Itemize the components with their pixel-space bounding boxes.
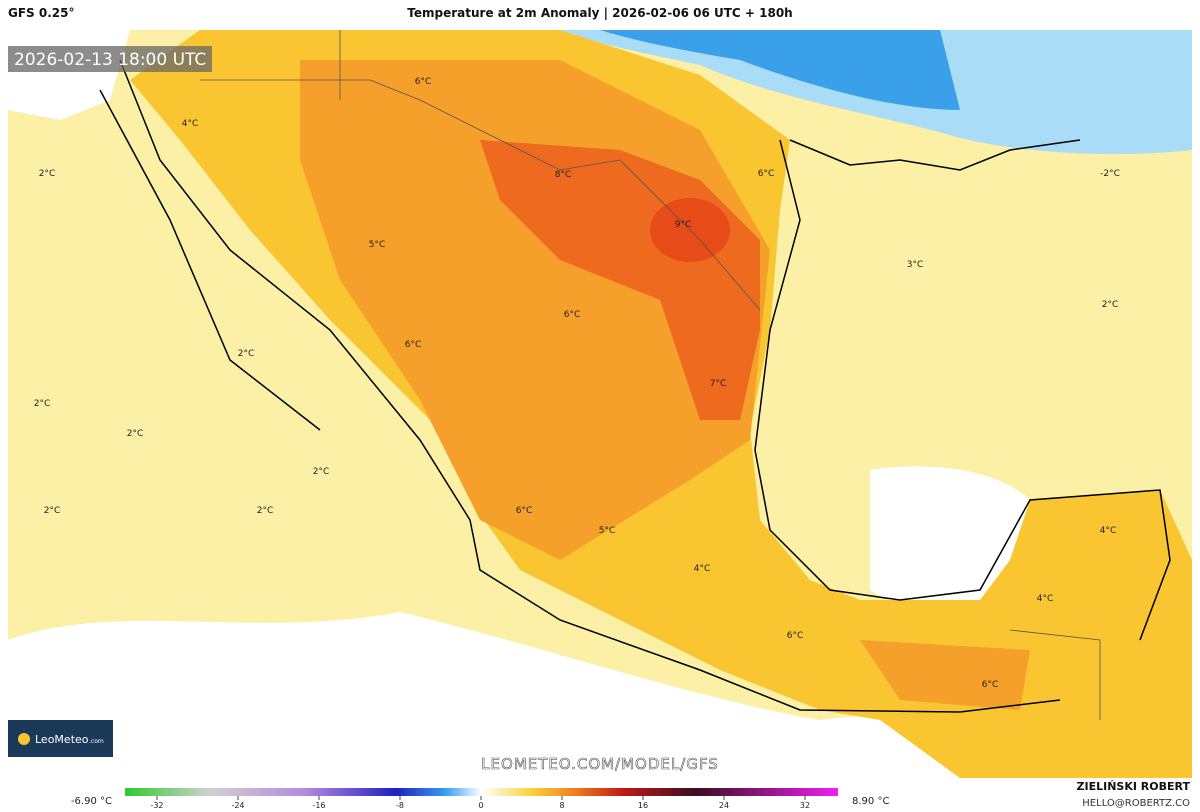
valid-time: 2026-02-13 18:00 UTC [14,50,206,70]
map-area [8,30,1192,778]
logo-name: LeoMeteo [35,733,89,746]
colorbar-tick-label: -16 [312,801,325,810]
temperature-label: 6°C [405,340,422,350]
temperature-label: 6°C [787,631,804,641]
temperature-label: 7°C [710,379,727,389]
temperature-label: 6°C [982,680,999,690]
colorbar-tick-label: 24 [719,801,729,810]
colorbar-tick-label: 0 [478,801,483,810]
colorbar-tick-label: 16 [638,801,648,810]
watermark: LEOMETEO.COM/MODEL/GFS [481,755,719,773]
temperature-label: -2°C [1100,169,1120,179]
author-name: ZIELIŃSKI ROBERT [1077,780,1191,793]
temperature-label: 5°C [369,240,386,250]
warm-zone [860,640,1030,710]
colorbar-tick-label: -8 [396,801,404,810]
temperature-label: 2°C [1102,300,1119,310]
temperature-label: 2°C [238,349,255,359]
temperature-label: 5°C [599,526,616,536]
logo-icon [18,733,30,745]
colorbar-min: -6.90 °C [71,796,112,807]
temperature-label: 6°C [516,506,533,516]
baja-coast [99,89,321,431]
temperature-label: 2°C [127,429,144,439]
temperature-label: 8°C [555,170,572,180]
temperature-label: 4°C [694,564,711,574]
colorbar-max: 8.90 °C [852,796,889,807]
temperature-label: 2°C [313,467,330,477]
colorbar-ticks: -32 -24 -16 -8 0 8 16 24 32 [150,796,810,810]
logo-suffix: .com [89,738,104,745]
author-contact: HELLO@ROBERTZ.CO [1082,798,1190,809]
cold-zone [600,30,960,110]
temperature-label: 4°C [1037,594,1054,604]
temperature-label: 4°C [1100,526,1117,536]
temperature-label: 6°C [564,310,581,320]
temperature-label: 2°C [44,506,61,516]
label-layer: 2°C 4°C 6°C 8°C 6°C 9°C 5°C 3°C 2°C -2°C 6°C 6°C 2°C… [34,77,1120,690]
temperature-label: 3°C [907,260,924,270]
temperature-label: 6°C [758,169,775,179]
colorbar-tick-label: -24 [231,801,244,810]
time-box [8,46,212,72]
colorbar-tick-label: -32 [150,801,163,810]
gulf-coast [754,139,1171,641]
coastline [99,59,1171,713]
colorbar [125,788,838,796]
colorbar-tick-label: 8 [559,801,564,810]
us-coast [789,139,1081,171]
pacific-coast [119,59,1061,713]
temperature-label: 9°C [675,220,692,230]
borders [200,30,1101,720]
border [1009,629,1101,720]
border [200,79,761,311]
temperature-label: 2°C [39,169,56,179]
neutral-zone [8,612,1192,778]
map-title: Temperature at 2m Anomaly | 2026-02-06 0… [407,6,793,20]
neutral-zone [870,466,1030,611]
temperature-label: 6°C [415,77,432,87]
colorbar-tick-label: 32 [800,801,810,810]
temperature-label: 2°C [257,506,274,516]
model-name: GFS 0.25° [8,6,75,20]
temperature-label: 4°C [182,119,199,129]
temperature-label: 2°C [34,399,51,409]
